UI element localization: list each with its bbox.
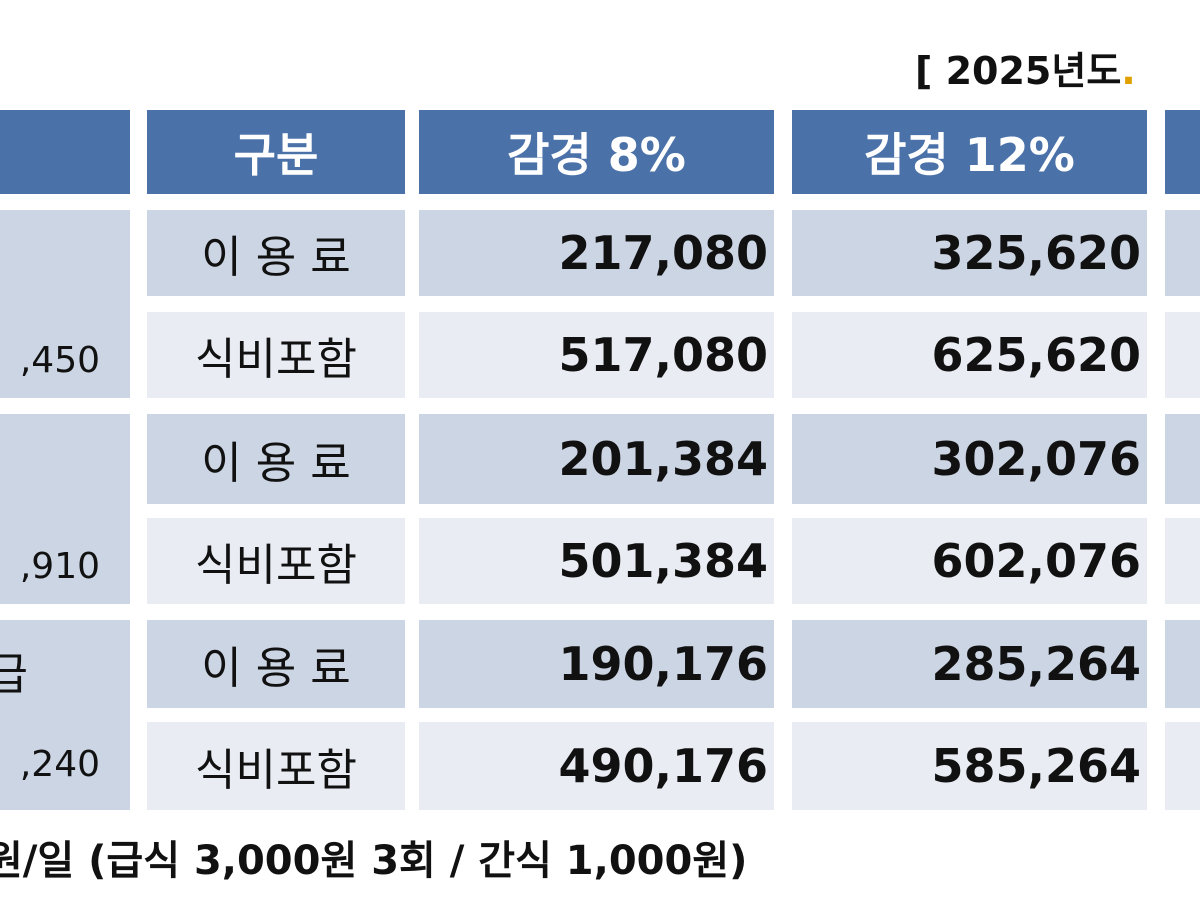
footnote: 원/일 (급식 3,000원 3회 / 간식 1,000원) — [0, 838, 748, 884]
row-label: 식비포함 — [147, 312, 405, 398]
row-label: 이 용 료 — [147, 210, 405, 296]
grade-amount: ,240 — [19, 744, 100, 785]
value-8: 190,176 — [419, 620, 774, 708]
grade-cell-1: ,450 — [0, 210, 130, 398]
next-cell — [1165, 312, 1200, 398]
value-8: 517,080 — [419, 312, 774, 398]
header-reduction-8: 감경 8% — [419, 110, 774, 194]
grade-name: 급 — [0, 649, 28, 700]
next-cell — [1165, 414, 1200, 504]
value-12: 625,620 — [792, 312, 1147, 398]
value-12: 602,076 — [792, 518, 1147, 604]
row-label: 식비포함 — [147, 722, 405, 810]
value-8: 501,384 — [419, 518, 774, 604]
grade-cell-2: ,910 — [0, 414, 130, 604]
grade-cell-3: 급 ,240 — [0, 620, 130, 810]
year-label-cut: . — [1121, 49, 1136, 93]
header-category: 구분 — [147, 110, 405, 194]
grade-amount: ,450 — [19, 340, 100, 381]
next-cell — [1165, 518, 1200, 604]
value-8: 490,176 — [419, 722, 774, 810]
value-12: 585,264 — [792, 722, 1147, 810]
value-8: 217,080 — [419, 210, 774, 296]
value-12: 285,264 — [792, 620, 1147, 708]
header-next-cell — [1165, 110, 1200, 194]
next-cell — [1165, 722, 1200, 810]
grade-amount: ,910 — [19, 546, 100, 587]
header-grade-cell — [0, 110, 130, 194]
value-12: 325,620 — [792, 210, 1147, 296]
header-reduction-12: 감경 12% — [792, 110, 1147, 194]
value-12: 302,076 — [792, 414, 1147, 504]
row-label: 이 용 료 — [147, 620, 405, 708]
year-label: [ 2025년도. — [915, 40, 1136, 95]
next-cell — [1165, 620, 1200, 708]
value-8: 201,384 — [419, 414, 774, 504]
row-label: 식비포함 — [147, 518, 405, 604]
next-cell — [1165, 210, 1200, 296]
year-label-text: [ 2025년도 — [915, 49, 1122, 93]
row-label: 이 용 료 — [147, 414, 405, 504]
